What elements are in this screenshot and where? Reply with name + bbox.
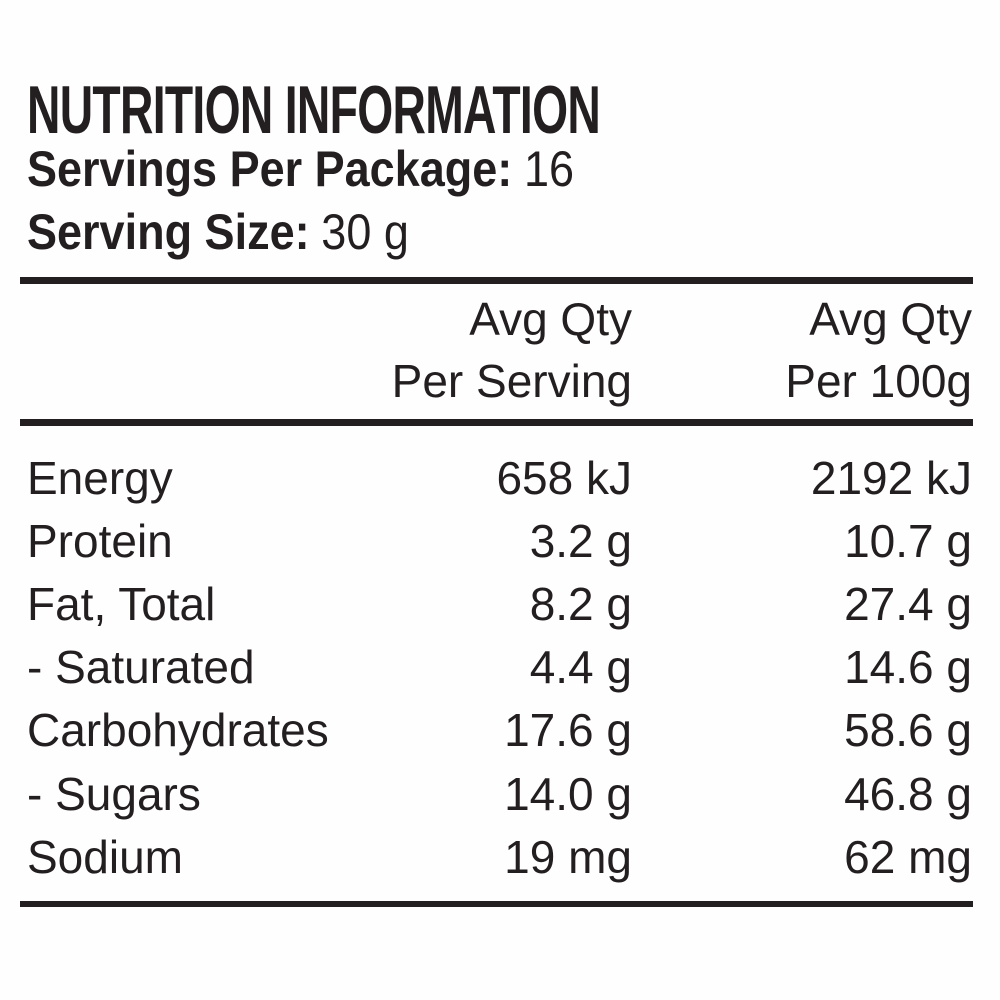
nutrient-name: - Saturated [27, 641, 255, 694]
column-header-per-serving-line1: Avg Qty [469, 293, 632, 345]
per-serving-value: 3.2 g [529, 514, 632, 567]
per-100g-value: 62 mg [844, 830, 972, 883]
servings-per-package-line: Servings Per Package: 16 [27, 144, 574, 194]
serving-size-value: 30 g [321, 204, 409, 260]
table-row-carbohydrates: Carbohydrates 17.6 g 58.6 g [27, 699, 972, 762]
per-100g-value: 58.6 g [844, 704, 972, 757]
servings-per-package-value: 16 [523, 141, 575, 197]
serving-size-line: Serving Size: 30 g [27, 207, 409, 257]
page-title: NUTRITION INFORMATION [27, 72, 601, 148]
per-serving-value: 14.0 g [504, 767, 632, 820]
table-row-fat-total: Fat, Total 8.2 g 27.4 g [27, 572, 972, 635]
table-row-sugars: - Sugars 14.0 g 46.8 g [27, 762, 972, 825]
column-header-per-100g-line1: Avg Qty [809, 293, 972, 345]
per-100g-value: 14.6 g [844, 641, 972, 694]
nutrient-name: Fat, Total [27, 577, 216, 630]
nutrient-name: Protein [27, 514, 173, 567]
column-header-per-100g: Avg Qty Per 100g [642, 288, 972, 412]
servings-per-package-label: Servings Per Package: [27, 141, 513, 197]
per-serving-value: 17.6 g [504, 704, 632, 757]
table-row-protein: Protein 3.2 g 10.7 g [27, 509, 972, 572]
per-100g-value: 27.4 g [844, 577, 972, 630]
nutrient-table-body: Energy 658 kJ 2192 kJ Protein 3.2 g 10.7… [27, 446, 972, 888]
per-100g-value: 2192 kJ [810, 451, 972, 504]
per-serving-value: 19 mg [504, 830, 632, 883]
per-serving-value: 658 kJ [496, 451, 632, 504]
nutrient-name: Energy [27, 451, 173, 504]
table-row-energy: Energy 658 kJ 2192 kJ [27, 446, 972, 509]
nutrient-name: Sodium [27, 830, 183, 883]
column-header-per-serving: Avg Qty Per Serving [302, 288, 632, 412]
column-header-per-serving-line2: Per Serving [391, 355, 632, 407]
table-row-sodium: Sodium 19 mg 62 mg [27, 825, 972, 888]
per-serving-value: 4.4 g [529, 641, 632, 694]
nutrient-name: Carbohydrates [27, 704, 329, 757]
per-serving-value: 8.2 g [529, 577, 632, 630]
divider-bottom [20, 901, 973, 907]
per-100g-value: 46.8 g [844, 767, 972, 820]
table-row-saturated: - Saturated 4.4 g 14.6 g [27, 636, 972, 699]
divider-header [20, 419, 973, 426]
nutrient-name: - Sugars [27, 767, 201, 820]
per-100g-value: 10.7 g [844, 514, 972, 567]
divider-top [20, 277, 973, 284]
serving-size-label: Serving Size: [27, 204, 310, 260]
column-header-per-100g-line2: Per 100g [785, 355, 972, 407]
